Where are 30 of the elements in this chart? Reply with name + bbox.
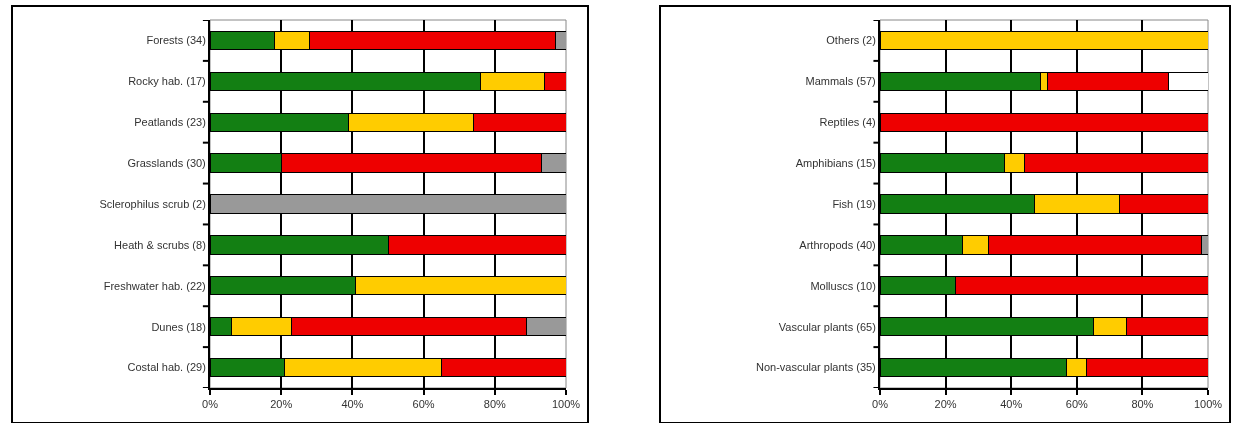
y-tick-label: Others (2) [826,34,876,47]
y-tick-label: Rocky hab. (17) [128,75,206,88]
y-tick-label: Dunes (18) [151,320,206,333]
y-tick-label: Forests (34) [146,34,206,47]
x-tick-label: 100% [1193,398,1223,411]
x-tick-label: 20% [270,398,293,411]
x-tick-label: 60% [1065,398,1089,411]
x-tick-label: 0% [872,398,889,411]
x-tick-label: 40% [1000,398,1023,411]
x-tick-label: 100% [551,398,581,411]
y-tick-label: Costal hab. (29) [127,361,206,374]
y-tick-label: Non-vascular plants (35) [755,361,876,374]
x-tick-label: 80% [1131,398,1154,411]
y-tick-label: Amphibians (15) [795,156,876,169]
y-tick-label: Sclerophilus scrub (2) [99,197,206,210]
y-tick-label: Peatlands (23) [134,116,206,129]
y-tick-label: Grasslands (30) [127,156,206,169]
x-tick-label: 40% [341,398,364,411]
x-tick-label: 0% [202,398,219,411]
y-tick-label: Mammals (57) [805,75,876,88]
y-tick-label: Heath & scrubs (8) [114,238,206,251]
x-tick-label: 80% [483,398,507,411]
x-tick-label: 60% [412,398,435,411]
y-tick-label: Arthropods (40) [799,238,876,251]
y-tick-label: Molluscs (10) [810,279,876,292]
x-tick-label: 20% [934,398,957,411]
y-tick-label: Fish (19) [832,197,876,210]
y-tick-label: Vascular plants (65) [778,320,876,333]
y-tick-label: Reptiles (4) [819,116,876,129]
y-tick-label: Freshwater hab. (22) [103,279,206,292]
